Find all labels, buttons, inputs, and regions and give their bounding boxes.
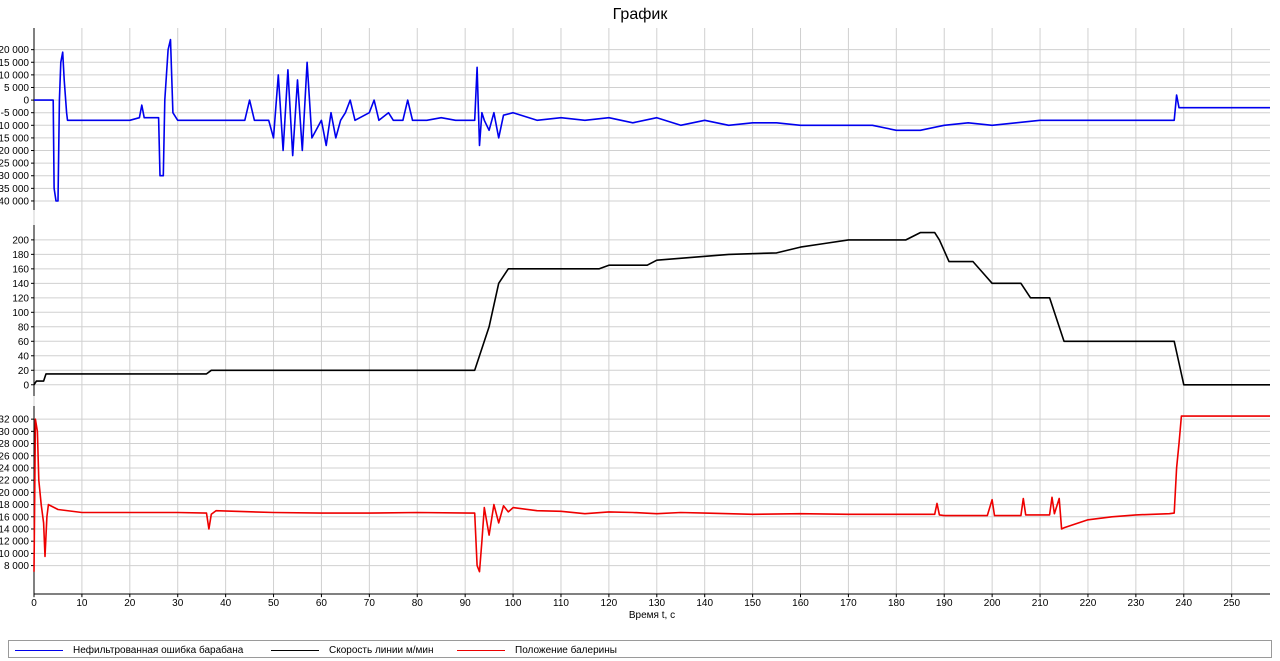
x-tick-label: 110 [553,598,569,609]
x-tick-label: 200 [984,598,1001,609]
legend-swatch-black [271,650,319,651]
y-tick-label: 180 [12,250,29,261]
y-tick-label: 10 000 [0,70,29,81]
x-tick-label: 240 [1175,598,1192,609]
y-tick-label: -20 000 [0,146,29,157]
chart-legend: Нефильтрованная ошибка барабана Скорость… [8,640,1272,658]
y-tick-label: 20 [18,366,30,377]
y-tick-label: 20 000 [0,488,29,499]
x-tick-label: 70 [364,598,376,609]
y-tick-label: 26 000 [0,451,29,462]
y-tick-label: 8 000 [4,561,29,572]
y-tick-label: 140 [12,279,29,290]
x-tick-label: 50 [268,598,280,609]
x-tick-label: 170 [840,598,857,609]
x-tick-label: 100 [505,598,522,609]
y-tick-label: 14 000 [0,524,29,535]
y-tick-label: 22 000 [0,476,29,487]
x-tick-label: 190 [936,598,953,609]
y-tick-label: -35 000 [0,184,29,195]
x-tick-label: 250 [1223,598,1240,609]
y-tick-label: 100 [12,308,29,319]
x-tick-label: 140 [696,598,713,609]
x-tick-label: 220 [1080,598,1097,609]
series-line [34,233,1270,385]
legend-swatch-red [457,650,505,651]
series-line [34,416,1270,572]
y-tick-label: -25 000 [0,159,29,170]
y-tick-label: 20 000 [0,45,29,56]
y-tick-label: -30 000 [0,171,29,182]
x-tick-label: 0 [31,598,37,609]
y-tick-label: 15 000 [0,58,29,69]
y-tick-label: 0 [23,96,29,107]
y-tick-label: 32 000 [0,415,29,426]
x-tick-label: 10 [76,598,88,609]
legend-swatch-blue [15,650,63,651]
y-tick-label: 0 [23,380,29,391]
x-tick-label: 150 [744,598,761,609]
y-tick-label: 16 000 [0,512,29,523]
y-tick-label: 10 000 [0,549,29,560]
y-tick-label: 60 [18,337,30,348]
x-tick-label: 130 [648,598,665,609]
legend-item-drum-error: Нефильтрованная ошибка барабана [15,643,243,657]
series-line [34,40,1270,201]
legend-label-drum-error: Нефильтрованная ошибка барабана [73,645,243,656]
x-tick-label: 120 [601,598,618,609]
y-tick-label: 80 [18,322,30,333]
legend-label-dancer-position: Положение балерины [515,645,617,656]
y-tick-label: 30 000 [0,427,29,438]
x-tick-label: 210 [1032,598,1049,609]
x-tick-label: 160 [792,598,809,609]
x-tick-label: 90 [460,598,472,609]
legend-item-line-speed: Скорость линии м/мин [271,643,434,657]
y-tick-label: 18 000 [0,500,29,511]
x-tick-label: 30 [172,598,184,609]
y-tick-label: 40 [18,351,30,362]
y-tick-label: 120 [12,293,29,304]
y-tick-label: -5 000 [1,108,30,119]
x-tick-label: 60 [316,598,328,609]
y-tick-label: -10 000 [0,121,29,132]
y-tick-label: -40 000 [0,196,29,207]
y-tick-label: 160 [12,264,29,275]
x-tick-label: 180 [888,598,905,609]
legend-item-dancer-position: Положение балерины [457,643,617,657]
x-tick-label: 230 [1128,598,1145,609]
y-tick-label: 24 000 [0,463,29,474]
y-tick-label: 5 000 [4,83,29,94]
y-tick-label: 200 [12,235,29,246]
chart-plot-area: -40 000-35 000 -30 000-25 000 -20 000 -15 0… [0,0,1280,640]
x-tick-label: 20 [124,598,136,609]
legend-label-line-speed: Скорость линии м/мин [329,645,434,656]
y-tick-label: 28 000 [0,439,29,450]
y-tick-label: 12 000 [0,537,29,548]
y-tick-label: -15 000 [0,133,29,144]
x-tick-label: 80 [412,598,424,609]
x-axis-label: Время t, с [629,610,675,621]
x-tick-label: 40 [220,598,232,609]
